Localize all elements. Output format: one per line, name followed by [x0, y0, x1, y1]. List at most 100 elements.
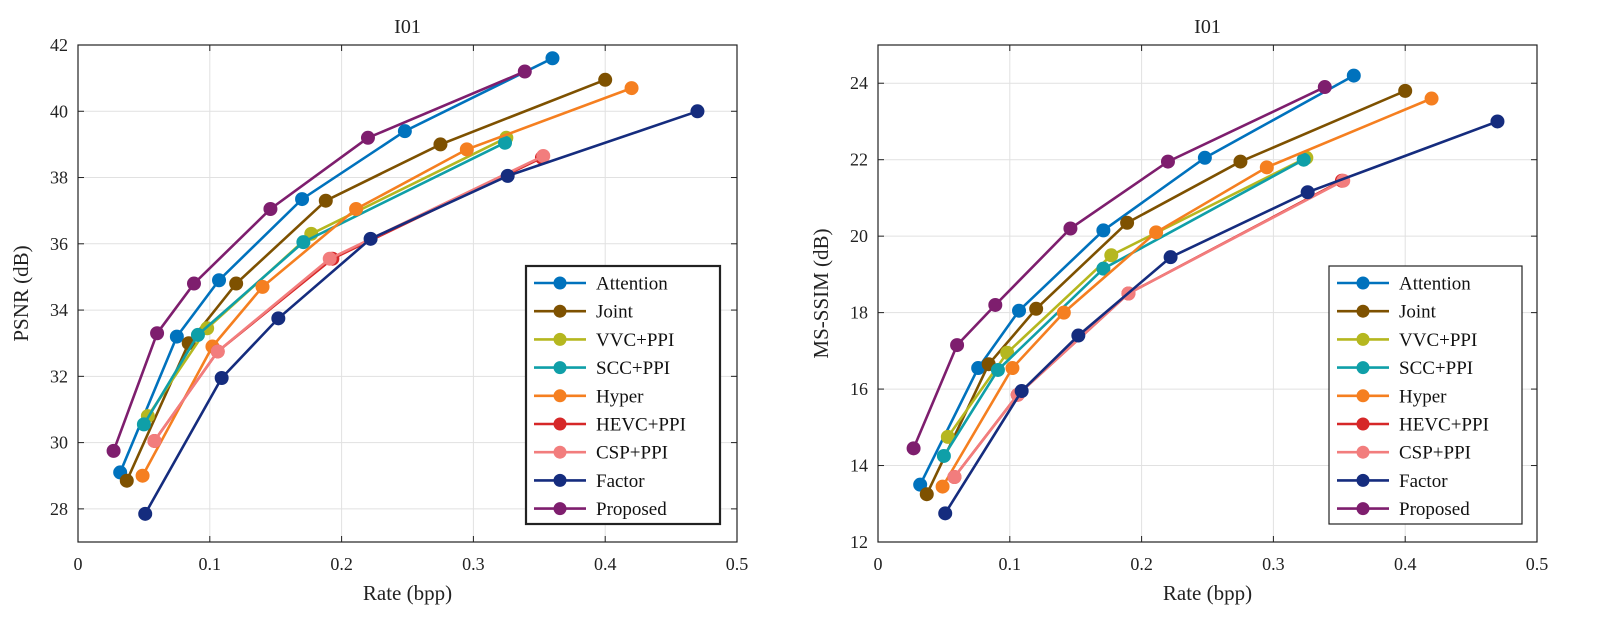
data-point — [1120, 215, 1135, 230]
data-point — [322, 251, 337, 266]
legend-marker — [1356, 473, 1370, 487]
series-line — [119, 57, 554, 473]
x-tick-label: 0.3 — [1262, 554, 1285, 574]
series-line — [919, 74, 1355, 486]
data-point — [1160, 154, 1175, 169]
data-point — [360, 130, 375, 145]
series-line — [944, 120, 1498, 514]
data-point — [517, 64, 532, 79]
data-point — [433, 137, 448, 152]
legend-label: CSP+PPI — [1399, 443, 1471, 464]
plot-frame — [77, 44, 738, 543]
series-scc-ppi — [136, 135, 513, 432]
legend-marker — [553, 389, 567, 403]
x-tick-label: 0.3 — [462, 554, 485, 574]
y-tick-label: 40 — [50, 101, 68, 121]
y-tick-label: 36 — [50, 234, 68, 254]
legend-label: SCC+PPI — [596, 358, 670, 379]
legend-marker — [1356, 389, 1370, 403]
legend-marker — [1356, 502, 1370, 516]
data-point — [536, 148, 551, 163]
chart-title: I01 — [1194, 16, 1221, 38]
legend-label: CSP+PPI — [596, 443, 668, 464]
series-hyper — [135, 81, 639, 483]
data-point — [940, 429, 955, 444]
series-proposed — [106, 64, 532, 458]
data-point — [295, 192, 310, 207]
data-point — [296, 235, 311, 250]
legend-label: HEVC+PPI — [596, 415, 686, 436]
x-tick-label: 0.4 — [594, 554, 617, 574]
legend-label: Hyper — [596, 386, 644, 407]
data-point — [624, 81, 639, 96]
legend-marker — [553, 417, 567, 431]
data-point — [1029, 301, 1044, 316]
legend-label: Factor — [1399, 471, 1448, 492]
legend-marker — [553, 332, 567, 346]
legend-label: HEVC+PPI — [1399, 415, 1489, 436]
x-tick-label: 0.2 — [330, 554, 353, 574]
x-tick-label: 0.5 — [726, 554, 749, 574]
legend-marker — [553, 304, 567, 318]
legend-marker — [1356, 276, 1370, 290]
x-tick-label: 0 — [874, 554, 883, 574]
series-joint — [919, 83, 1413, 502]
data-point — [135, 468, 150, 483]
data-point — [263, 202, 278, 217]
data-point — [913, 477, 928, 492]
series-factor — [938, 114, 1505, 521]
legend-marker — [553, 473, 567, 487]
legend-marker — [553, 276, 567, 290]
y-tick-label: 20 — [850, 226, 868, 246]
data-point — [947, 470, 962, 485]
y-tick-label: 34 — [50, 300, 68, 320]
series-factor — [138, 104, 705, 521]
legend: Attention Joint VVC+PPI SCC+PPI Hyper HEVC+PP… — [1328, 265, 1523, 525]
data-point — [397, 124, 412, 139]
legend-marker — [553, 361, 567, 375]
series-scc-ppi — [936, 152, 1311, 463]
x-tick-label: 0 — [74, 554, 83, 574]
data-point — [935, 479, 950, 494]
legend-marker — [553, 445, 567, 459]
y-tick-label: 12 — [850, 532, 868, 552]
data-point — [936, 448, 951, 463]
chart-title: I01 — [394, 16, 421, 38]
legend-label: Attention — [1399, 274, 1471, 295]
x-tick-label: 0.4 — [1394, 554, 1417, 574]
data-point — [318, 193, 333, 208]
data-point — [1005, 361, 1020, 376]
data-point — [255, 279, 270, 294]
legend-marker — [1356, 417, 1370, 431]
series-line — [144, 110, 698, 515]
y-axis-label: PSNR (dB) — [9, 245, 33, 341]
data-point — [545, 51, 560, 66]
legend-label: Attention — [596, 274, 668, 295]
series-line — [942, 158, 1305, 457]
series-line — [925, 89, 1406, 495]
data-point — [229, 276, 244, 291]
y-tick-label: 24 — [850, 73, 868, 93]
legend-marker — [553, 502, 567, 516]
data-point — [598, 72, 613, 87]
series-proposed — [906, 80, 1332, 456]
series-line — [946, 156, 1307, 438]
legend-label: Factor — [596, 471, 645, 492]
series-line — [953, 179, 1344, 478]
legend-label: Hyper — [1399, 386, 1447, 407]
data-point — [363, 231, 378, 246]
y-tick-label: 28 — [50, 499, 68, 519]
series-line — [142, 141, 506, 426]
series-line — [941, 97, 1433, 488]
data-point — [169, 329, 184, 344]
data-point — [210, 344, 225, 359]
data-point — [1259, 160, 1274, 175]
data-point — [1490, 114, 1505, 129]
y-tick-label: 22 — [850, 150, 868, 170]
data-point — [1071, 328, 1086, 343]
data-point — [349, 202, 364, 217]
data-point — [459, 142, 474, 157]
y-tick-label: 42 — [50, 35, 68, 55]
data-point — [1163, 250, 1178, 265]
